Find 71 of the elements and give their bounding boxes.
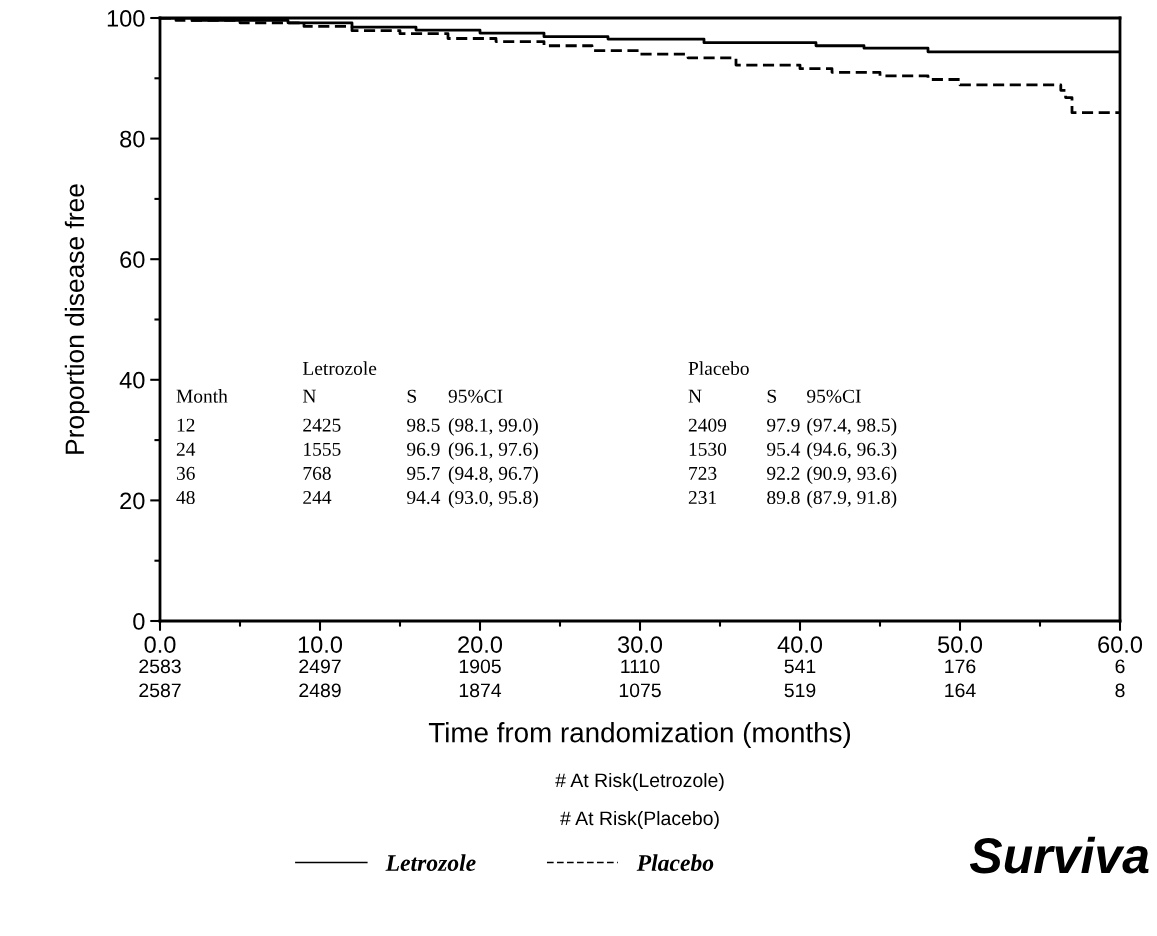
text: 164 bbox=[945, 683, 976, 698]
x-tick-label: 50.0 bbox=[937, 636, 983, 653]
x-tick-label: 20.0 bbox=[458, 636, 503, 653]
annotation: (96.1, 97.6) bbox=[448, 442, 538, 460]
text: 2497 bbox=[299, 659, 341, 674]
annotation: N bbox=[302, 389, 316, 403]
text: 1110 bbox=[621, 659, 660, 674]
x-tick-label: 30.0 bbox=[617, 636, 663, 653]
legend-label: Placebo bbox=[636, 854, 714, 872]
text: 1075 bbox=[619, 683, 661, 698]
y-tick-label: 60 bbox=[120, 251, 145, 268]
text: Surviva bbox=[969, 836, 1149, 874]
annotation: 95%CI bbox=[807, 389, 861, 403]
annotation: 95.4 bbox=[767, 442, 801, 456]
annotation: 1555 bbox=[304, 442, 341, 456]
annotation: 92.2 bbox=[767, 466, 800, 481]
annotation: 24 bbox=[176, 442, 196, 456]
text: 541 bbox=[784, 659, 816, 674]
annotation: 244 bbox=[303, 490, 332, 504]
annotation: 36 bbox=[176, 466, 195, 480]
x-axis-title: Time from randomization (months) bbox=[428, 722, 851, 748]
annotation: 231 bbox=[688, 490, 716, 505]
text: 1905 bbox=[459, 659, 501, 674]
annotation: 95.7 bbox=[407, 466, 440, 481]
annotation: (93.0, 95.8) bbox=[448, 490, 538, 509]
annotation: 12 bbox=[177, 418, 195, 432]
legend-label: Letrozole bbox=[385, 854, 476, 871]
text: 2583 bbox=[139, 659, 181, 674]
text: 2587 bbox=[139, 683, 181, 698]
annotation: (87.9, 91.8) bbox=[807, 490, 897, 509]
annotation: 768 bbox=[303, 466, 331, 480]
annotation: 95%CI bbox=[448, 389, 503, 403]
annotation: (90.9, 93.6) bbox=[807, 466, 897, 484]
text: 519 bbox=[784, 683, 816, 698]
annotation: Month bbox=[176, 389, 228, 403]
annotation: 723 bbox=[689, 466, 717, 480]
y-tick-label: 20 bbox=[120, 492, 145, 510]
annotation: S bbox=[407, 389, 417, 403]
text: 2489 bbox=[299, 683, 341, 698]
y-tick-label: 40 bbox=[119, 371, 145, 389]
annotation: Placebo bbox=[688, 361, 749, 376]
annotation: S bbox=[767, 389, 777, 403]
annotation: (98.1, 99.0) bbox=[448, 418, 538, 436]
text: # At Risk(Placebo) bbox=[560, 810, 719, 830]
annotation: 48 bbox=[176, 490, 195, 505]
x-tick-label: 0.0 bbox=[144, 636, 176, 653]
text: # At Risk(Letrozole) bbox=[555, 772, 724, 792]
x-tick-label: 10.0 bbox=[298, 636, 343, 653]
annotation: Letrozole bbox=[302, 361, 377, 376]
annotation: (94.6, 96.3) bbox=[807, 442, 897, 460]
x-tick-label: 40.0 bbox=[777, 636, 823, 653]
text: 8 bbox=[1115, 683, 1125, 698]
annotation: 2409 bbox=[688, 418, 727, 432]
annotation: 89.8 bbox=[767, 490, 800, 505]
annotation: 96.9 bbox=[407, 442, 440, 456]
y-tick-label: 80 bbox=[120, 130, 145, 148]
y-axis-title: Proportion disease free bbox=[64, 184, 90, 454]
x-tick-label: 60.0 bbox=[1098, 636, 1143, 653]
annotation: 98.5 bbox=[407, 418, 440, 432]
text: 1874 bbox=[459, 683, 502, 698]
annotation: (97.4, 98.5) bbox=[807, 418, 897, 436]
annotation: (94.8, 96.7) bbox=[448, 466, 538, 484]
annotation: 94.4 bbox=[407, 490, 441, 505]
text: 6 bbox=[1115, 659, 1125, 674]
y-tick-label: 100 bbox=[107, 10, 145, 27]
annotation: N bbox=[688, 389, 702, 403]
text: 176 bbox=[945, 659, 976, 674]
annotation: 1530 bbox=[689, 442, 727, 456]
y-tick-label: 0 bbox=[133, 613, 145, 630]
annotation: 2425 bbox=[303, 418, 341, 432]
annotation: 97.9 bbox=[767, 418, 800, 432]
